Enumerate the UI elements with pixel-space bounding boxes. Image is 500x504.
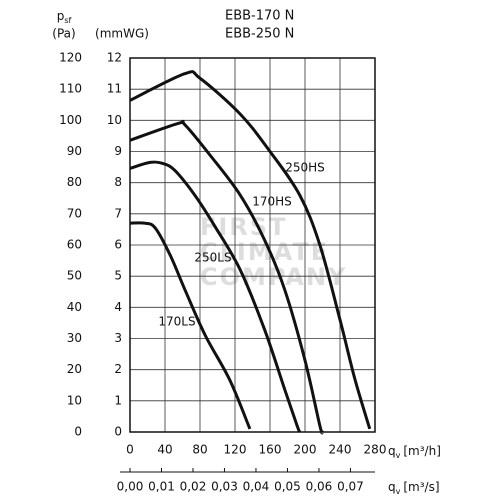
y-tick-label: 4 [114, 300, 122, 314]
x-title-subscript: v [396, 451, 401, 460]
curve-label: 250LS [194, 251, 231, 265]
x2-tick-label: 0,07 [337, 480, 364, 494]
curve-label: 250HS [285, 161, 325, 175]
x2-tick-label: 0,05 [274, 480, 301, 494]
x-tick-label: 160 [259, 443, 282, 457]
chart-title: EBB-170 N [225, 9, 294, 24]
y2-tick-label: 70 [67, 206, 82, 220]
x-title-symbol: q [388, 444, 396, 458]
y2-tick-label: 40 [67, 300, 82, 314]
y-tick-label: 10 [107, 113, 122, 127]
y-tick-label: 0 [114, 425, 122, 439]
x2-title: qv [m³/s] [388, 480, 440, 496]
y2-tick-label: 90 [67, 144, 82, 158]
watermark: COMPANY [200, 263, 347, 291]
y2-tick-label: 60 [67, 238, 82, 252]
x2-tick-label: 0,04 [243, 480, 270, 494]
y-tick-label: 3 [114, 331, 122, 345]
y-tick-label: 9 [114, 144, 122, 158]
y2-tick-label: 30 [67, 331, 82, 345]
x-tick-label: 240 [329, 443, 352, 457]
y2-tick-label: 110 [59, 82, 82, 96]
curve-label: 170LS [158, 315, 195, 329]
y-tick-label: 12 [107, 51, 122, 65]
curve [129, 160, 302, 433]
x2-tick-label: 0,02 [180, 480, 207, 494]
x2-title-unit: [m³/s] [403, 480, 439, 494]
x-tick-label: 0 [126, 443, 134, 457]
x2-tick-label: 0,00 [117, 480, 144, 494]
x-title: qv [m³/h] [388, 444, 441, 460]
chart-title: EBB-250 N [225, 27, 294, 42]
y-tick-label: 2 [114, 362, 122, 376]
x2-title-symbol: q [388, 480, 396, 494]
y2-title-symbol: p [57, 9, 65, 23]
y-tick-label: 7 [114, 206, 122, 220]
y2-title-subscript: sf [64, 16, 71, 25]
watermark: CLIMATE [200, 238, 329, 266]
y-tick-label: 8 [114, 175, 122, 189]
y2-tick-label: 80 [67, 175, 82, 189]
curve [129, 119, 324, 435]
y2-tick-label: 120 [59, 51, 82, 65]
y2-tick-label: 20 [67, 362, 82, 376]
curve [129, 70, 372, 430]
y2-tick-label: 0 [74, 425, 82, 439]
curve [129, 221, 252, 430]
curve-label: 170HS [252, 195, 292, 209]
x-tick-label: 40 [157, 443, 172, 457]
y2-title: psf [57, 9, 72, 25]
x-tick-label: 120 [224, 443, 247, 457]
x-title-unit: [m³/h] [403, 444, 441, 458]
y-tick-label: 6 [114, 238, 122, 252]
x-tick-label: 200 [294, 443, 317, 457]
watermark: FIRST [200, 213, 287, 241]
x-tick-label: 280 [364, 443, 387, 457]
y2-tick-label: 50 [67, 269, 82, 283]
plot-frame [129, 57, 376, 433]
y2-title-unit: (Pa) [52, 27, 75, 41]
x2-tick-label: 0,06 [306, 480, 333, 494]
y-tick-label: 11 [107, 82, 122, 96]
x2-title-subscript: v [396, 487, 401, 496]
x2-tick-label: 0,03 [211, 480, 238, 494]
y-tick-label: 1 [114, 393, 122, 407]
y-title-unit: (mmWG) [95, 27, 149, 41]
x2-tick-label: 0,01 [148, 480, 175, 494]
y-tick-label: 5 [114, 269, 122, 283]
y2-tick-label: 100 [59, 113, 82, 127]
y2-tick-label: 10 [67, 393, 82, 407]
x-tick-label: 80 [192, 443, 207, 457]
